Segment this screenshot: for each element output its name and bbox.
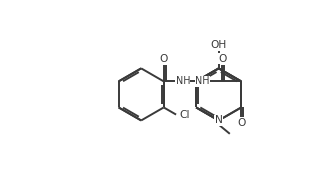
Text: O: O — [160, 54, 168, 64]
Text: Cl: Cl — [179, 110, 190, 120]
Text: NH: NH — [175, 76, 190, 86]
Text: OH: OH — [211, 40, 227, 50]
Text: O: O — [218, 54, 226, 64]
Text: N: N — [215, 115, 223, 125]
Text: NH: NH — [195, 76, 210, 86]
Text: O: O — [237, 118, 245, 128]
